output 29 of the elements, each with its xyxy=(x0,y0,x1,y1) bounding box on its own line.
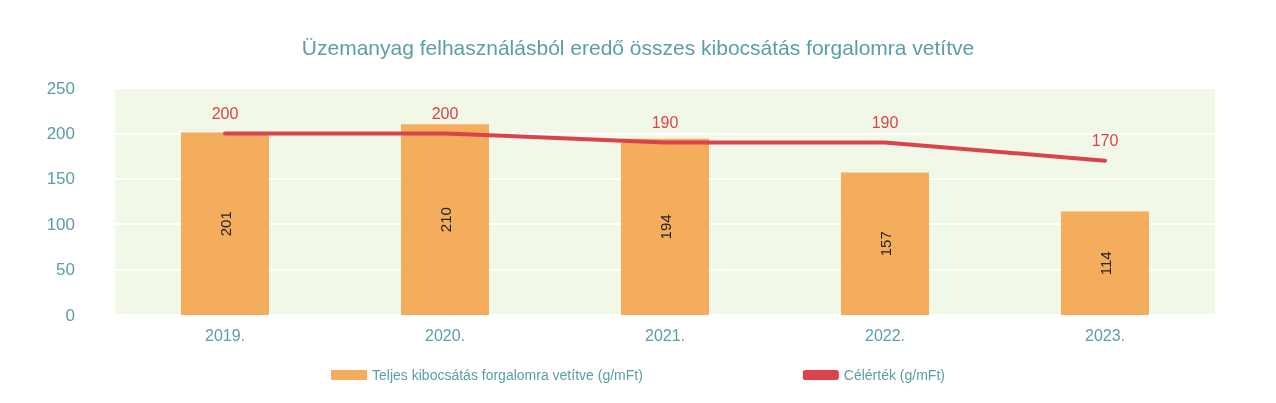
bar xyxy=(621,138,709,315)
data-label: 190 xyxy=(871,113,899,131)
data-label: 200 xyxy=(431,104,459,122)
y-tick-label: 50 xyxy=(56,260,75,280)
data-label: 194 xyxy=(656,214,674,240)
chart-title: Üzemanyag felhasználásból eredő összes kibocsátás forgalomra vetítve xyxy=(301,36,975,59)
data-label: 210 xyxy=(436,207,454,233)
data-label: 190 xyxy=(651,113,679,131)
data-label: 201 xyxy=(216,211,234,237)
data-label: 200 xyxy=(211,104,239,122)
data-label: 114 xyxy=(1096,251,1114,276)
y-tick-label: 200 xyxy=(46,123,75,143)
y-tick-label: 100 xyxy=(46,214,75,234)
x-tick-label: 2020. xyxy=(424,326,466,344)
x-tick-label: 2022. xyxy=(864,326,906,344)
bar xyxy=(401,124,489,315)
y-tick-label: 0 xyxy=(65,305,75,325)
x-tick-label: 2019. xyxy=(204,326,246,344)
bar xyxy=(841,172,929,315)
bar xyxy=(1061,211,1149,315)
x-tick-label: 2021. xyxy=(644,326,686,344)
legend-label: Teljes kibocsátás forgalomra vetítve (g/mFt) xyxy=(372,367,643,383)
data-label: 170 xyxy=(1091,132,1119,150)
legend-label: Célérték (g/mFt) xyxy=(843,367,945,383)
bar xyxy=(181,132,269,315)
data-label: 157 xyxy=(876,231,894,257)
y-tick-label: 250 xyxy=(46,78,75,98)
y-tick-label: 150 xyxy=(46,169,75,189)
x-tick-label: 2023. xyxy=(1084,326,1126,344)
